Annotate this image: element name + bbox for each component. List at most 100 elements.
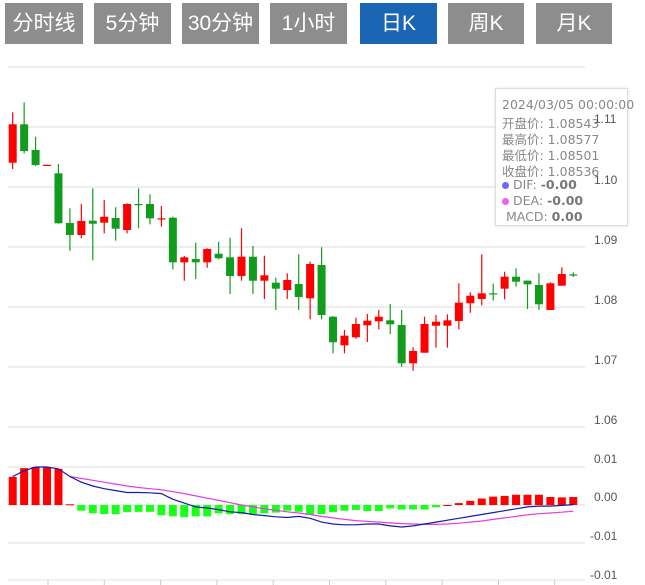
candle-body (100, 216, 109, 223)
candle-body (271, 282, 280, 289)
macd-bar (431, 505, 440, 508)
candle-body (317, 265, 326, 315)
candle-body (123, 203, 132, 231)
macd-bar (168, 505, 177, 517)
candle-body (569, 274, 578, 276)
candle-body (340, 335, 349, 346)
candle-body (534, 284, 543, 305)
candle-body (43, 164, 52, 166)
candle-body (157, 218, 166, 220)
tab-30min[interactable]: 30分钟 (182, 3, 259, 44)
tooltip: 2024/03/05 00:00:00 开盘价: 1.08543 最高价: 1.… (495, 88, 634, 226)
candle-body (374, 316, 383, 322)
price-tick: 1.11 (594, 112, 617, 126)
macd-bar (409, 505, 418, 510)
macd-bar (569, 497, 578, 505)
macd-tick: 0.01 (594, 452, 618, 466)
macd-bar (500, 495, 509, 505)
price-tick: 1.08 (594, 293, 618, 307)
tab-intraday[interactable]: 分时线 (5, 3, 83, 44)
macd-bar (134, 505, 143, 512)
candle-body (363, 320, 372, 326)
candle-body (20, 124, 29, 151)
candle-body (31, 149, 40, 165)
candle-body (168, 217, 177, 263)
dea-dot-icon (502, 198, 509, 205)
candle-body (191, 259, 200, 263)
macd-bar (306, 505, 315, 515)
candle-body (351, 323, 360, 338)
candle-body (294, 284, 303, 297)
dea-value: -0.00 (547, 193, 584, 208)
macd-bar (203, 505, 212, 517)
candle-body (420, 323, 429, 353)
candle-body (523, 280, 532, 285)
dea-label: DEA: (513, 193, 544, 208)
macd-bar (226, 505, 235, 515)
macd-value: 0.00 (551, 209, 583, 224)
candle-body (145, 203, 154, 219)
macd-bar (477, 498, 486, 505)
candle-body (237, 256, 246, 276)
candle-body (248, 256, 257, 281)
tab-5min[interactable]: 5分钟 (94, 3, 171, 44)
price-tick: 1.09 (594, 233, 618, 247)
macd-bar (523, 494, 532, 505)
dif-value: -0.00 (540, 177, 577, 192)
macd-bar (20, 468, 29, 505)
dif-line (12, 466, 574, 528)
macd-bar (557, 497, 566, 505)
macd-bar (65, 504, 74, 506)
tab-1hour[interactable]: 1小时 (270, 3, 347, 44)
candle-body (214, 253, 223, 259)
candle-body (500, 276, 509, 289)
macd-bar (43, 467, 52, 505)
candle-body (512, 276, 521, 282)
price-tick: 1.07 (594, 353, 618, 367)
tooltip-high: 最高价: 1.08577 (502, 132, 600, 147)
macd-bar (77, 505, 86, 511)
macd-label: MACD: (506, 209, 548, 224)
tooltip-date: 2024/03/05 00:00:00 (502, 97, 635, 112)
price-tick: 1.06 (594, 413, 618, 427)
macd-bar (271, 505, 280, 513)
macd-bar (420, 505, 429, 510)
candle-body (283, 280, 292, 291)
candle-body (409, 350, 418, 364)
candle-body (557, 274, 566, 286)
macd-bar (534, 494, 543, 505)
candle-body (477, 293, 486, 300)
candle-body (203, 248, 212, 263)
dea-line (69, 475, 574, 525)
macd-bar (351, 505, 360, 510)
macd-bar (283, 505, 292, 511)
macd-bar (466, 500, 475, 505)
macd-bar (54, 468, 63, 505)
candle-body (329, 316, 338, 343)
macd-tick: -0.01 (590, 568, 618, 582)
tooltip-low: 最低价: 1.08501 (502, 148, 600, 163)
candle-body (489, 293, 498, 295)
macd-bar (340, 505, 349, 511)
macd-bar (374, 505, 383, 512)
macd-bar (145, 505, 154, 512)
tooltip-dif: DIF: -0.00 (502, 177, 577, 192)
candle-body (77, 221, 86, 235)
macd-tick: -0.01 (590, 529, 618, 543)
candle-body (443, 320, 452, 326)
tab-weekly-k[interactable]: 周K (448, 3, 524, 44)
tab-daily-k[interactable]: 日K (360, 3, 437, 44)
macd-tick: 0.00 (594, 490, 618, 504)
candle-body (306, 263, 315, 299)
candle-body (134, 203, 143, 206)
candle-body (466, 295, 475, 304)
candle-body (65, 223, 74, 235)
macd-bar (237, 505, 246, 515)
candle-body (397, 325, 406, 364)
tab-monthly-k[interactable]: 月K (536, 3, 612, 44)
candle-body (88, 220, 97, 224)
macd-bar (397, 505, 406, 510)
macd-bar (111, 505, 120, 515)
macd-bar (363, 505, 372, 512)
